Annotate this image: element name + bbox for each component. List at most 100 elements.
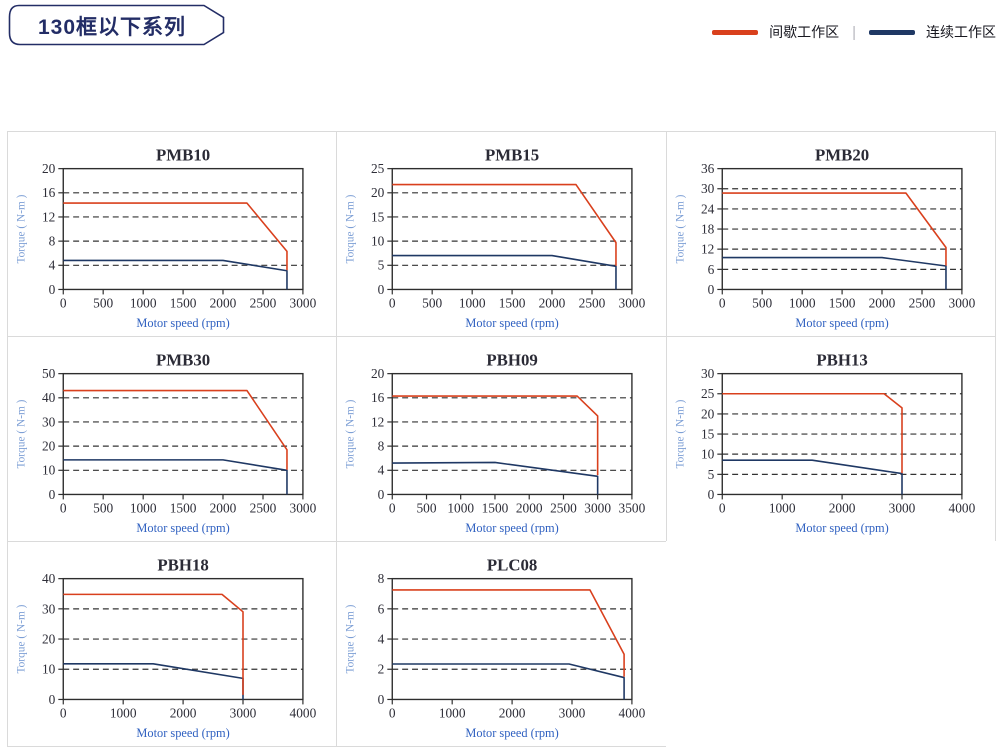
series-badge: 130框以下系列 <box>8 4 226 47</box>
x-tick-label: 500 <box>417 500 437 515</box>
plot-border <box>391 372 633 496</box>
chart-title: PMB30 <box>156 351 210 370</box>
x-tick-label: 0 <box>60 705 67 720</box>
chart-cell-PMB30: 0 10 20 30 40 50 0 500 1000 1500 2000 2500 3000 PMB30… <box>7 336 338 542</box>
x-tick-label: 1000 <box>130 295 157 310</box>
y-axis: 0 5 10 15 20 25 30 <box>701 366 723 502</box>
x-tick-label: 1500 <box>170 500 197 515</box>
gridlines <box>392 192 633 266</box>
y-tick-label: 30 <box>42 601 56 616</box>
y-axis: 0 2 4 6 8 <box>378 571 393 707</box>
y-axis-label: Torque ( N-m ) <box>674 399 686 468</box>
x-tick-label: 2000 <box>868 295 895 310</box>
y-tick-label: 15 <box>371 209 385 224</box>
x-axis: 0 500 1000 1500 2000 2500 3000 <box>60 289 317 310</box>
y-tick-label: 20 <box>371 185 385 200</box>
y-tick-label: 10 <box>42 662 56 677</box>
intermittent-zone-line <box>63 593 244 695</box>
x-axis-label: Motor speed (rpm) <box>466 316 559 330</box>
x-tick-label: 0 <box>389 295 396 310</box>
x-tick-label: 0 <box>389 500 396 515</box>
y-tick-label: 36 <box>701 161 715 176</box>
chart-PBH13: 0 5 10 15 20 25 30 0 1000 2000 3000 4000 PBH13 Torque… <box>674 351 975 535</box>
gridlines <box>392 397 633 471</box>
intermittent-zone-line <box>392 589 626 677</box>
x-tick-label: 1500 <box>482 500 509 515</box>
x-tick-label: 2500 <box>250 500 277 515</box>
chart-PMB20: 0 6 12 18 24 30 36 0 500 1000 1500 2000 2500 3000 PMB2… <box>674 146 975 330</box>
x-axis-label: Motor speed (rpm) <box>795 316 888 330</box>
y-tick-label: 25 <box>371 161 385 176</box>
x-tick-label: 2500 <box>551 500 578 515</box>
x-tick-label: 1000 <box>130 500 157 515</box>
y-tick-label: 25 <box>701 386 715 401</box>
y-tick-label: 4 <box>378 632 385 647</box>
y-tick-label: 12 <box>42 209 55 224</box>
x-tick-label: 0 <box>719 500 726 515</box>
x-tick-label: 3000 <box>290 500 317 515</box>
continuous-zone-line <box>392 254 618 290</box>
y-tick-label: 5 <box>378 258 385 273</box>
y-axis-label: Torque ( N-m ) <box>16 399 28 468</box>
chart-title: PLC08 <box>487 556 538 575</box>
chart-PBH09: 0 4 8 12 16 20 0 500 1000 1500 2000 2500 3000 3500 PBH… <box>345 351 646 535</box>
legend-intermittent-swatch <box>712 29 759 35</box>
badge-shape <box>8 4 225 46</box>
y-axis: 0 10 20 30 40 50 <box>42 366 64 502</box>
chart-cell-PBH18: 0 10 20 30 40 0 1000 2000 3000 4000 PBH18 Torque ( … <box>7 541 338 747</box>
y-tick-label: 40 <box>42 390 56 405</box>
y-tick-label: 20 <box>371 366 385 381</box>
y-tick-label: 12 <box>701 242 714 257</box>
y-axis: 0 6 12 18 24 30 36 <box>701 161 723 297</box>
y-tick-label: 0 <box>378 282 385 297</box>
gridlines <box>63 397 303 471</box>
x-tick-label: 2000 <box>516 500 543 515</box>
y-tick-label: 6 <box>378 601 385 616</box>
legend: 间歇工作区 | 连续工作区 <box>712 22 996 42</box>
gridlines <box>722 188 962 270</box>
x-tick-label: 2000 <box>539 295 566 310</box>
y-tick-label: 0 <box>49 282 56 297</box>
y-tick-label: 50 <box>42 366 56 381</box>
x-tick-label: 1000 <box>439 705 466 720</box>
x-tick-label: 2000 <box>170 705 197 720</box>
x-tick-label: 500 <box>423 295 443 310</box>
x-tick-label: 2000 <box>499 705 526 720</box>
intermittent-zone-line <box>392 395 599 476</box>
y-tick-label: 4 <box>378 463 385 478</box>
plot-border <box>391 167 633 291</box>
legend-intermittent-label: 间歇工作区 <box>769 24 840 40</box>
y-axis-label: Torque ( N-m ) <box>345 194 357 263</box>
y-axis: 0 10 20 30 40 <box>42 571 64 707</box>
y-axis: 0 4 8 12 16 20 <box>42 161 64 297</box>
y-tick-label: 0 <box>707 487 714 502</box>
y-tick-label: 18 <box>701 222 715 237</box>
continuous-zone-line <box>63 259 288 290</box>
chart-title: PBH18 <box>157 556 208 575</box>
chart-title: PMB15 <box>485 146 539 165</box>
y-tick-label: 4 <box>49 258 56 273</box>
chart-title: PMB20 <box>815 146 869 165</box>
x-tick-label: 500 <box>93 500 113 515</box>
x-tick-label: 3000 <box>619 295 646 310</box>
continuous-zone-line <box>722 256 947 290</box>
x-tick-label: 3000 <box>585 500 612 515</box>
chart-cell-PBH09: 0 4 8 12 16 20 0 500 1000 1500 2000 2500 3000 3500 PBH… <box>336 336 667 542</box>
legend-separator: | <box>852 23 856 41</box>
x-tick-label: 4000 <box>948 500 975 515</box>
y-tick-label: 0 <box>378 487 385 502</box>
x-axis: 0 1000 2000 3000 4000 <box>389 699 646 720</box>
intermittent-zone-line <box>392 183 618 266</box>
chart-cell-PBH13: 0 5 10 15 20 25 30 0 1000 2000 3000 4000 PBH13 Torque… <box>665 336 997 542</box>
y-tick-label: 20 <box>42 439 56 454</box>
chart-PLC08: 0 2 4 6 8 0 1000 2000 3000 4000 PLC08 Torque ( N-m … <box>345 556 646 740</box>
y-axis: 0 4 8 12 16 20 <box>371 366 393 502</box>
x-tick-label: 0 <box>60 295 67 310</box>
y-tick-label: 0 <box>49 692 56 707</box>
chart-title: PMB10 <box>156 146 210 165</box>
y-tick-label: 20 <box>701 406 715 421</box>
x-tick-label: 3000 <box>888 500 915 515</box>
continuous-zone-line <box>63 459 288 495</box>
gridlines <box>63 608 303 670</box>
